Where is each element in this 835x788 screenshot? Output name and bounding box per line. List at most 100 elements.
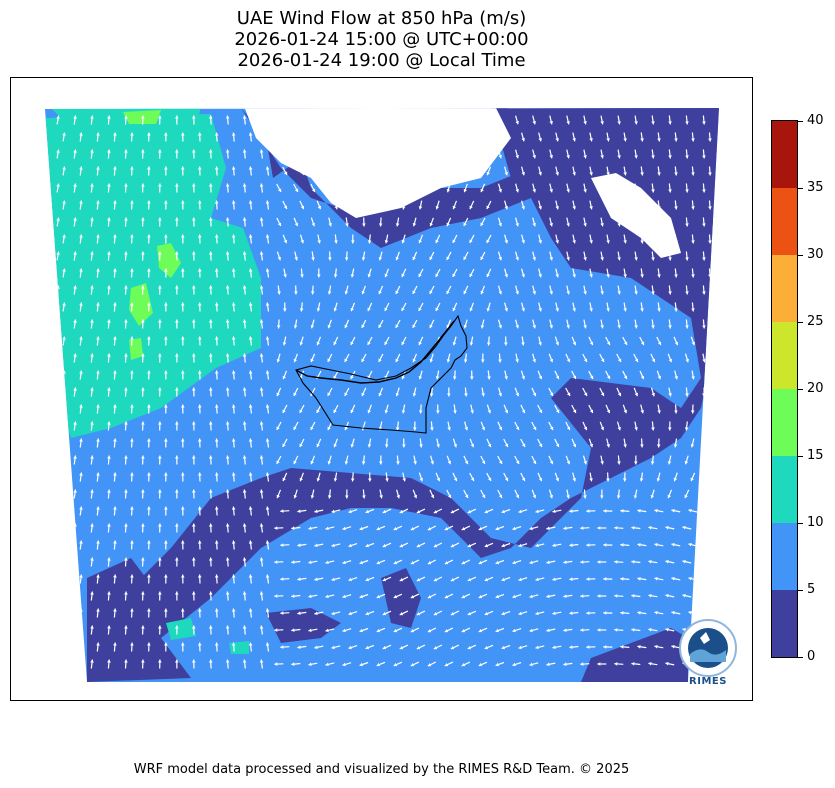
wind-arrow-head <box>297 577 301 581</box>
wind-arrow-head <box>682 559 686 564</box>
wind-arrow-head <box>164 608 168 612</box>
wind-arrow-head <box>124 591 128 595</box>
wind-arrow-head <box>419 138 423 142</box>
wind-arrow-head <box>158 183 162 187</box>
wind-arrow-head <box>501 577 505 582</box>
wind-arrow-head <box>529 628 533 633</box>
wind-arrow-head <box>158 353 162 357</box>
wind-arrow-head <box>555 443 560 447</box>
wind-arrow-head <box>294 120 299 125</box>
wind-arrow-shaft <box>705 611 715 615</box>
wind-arrow-head <box>673 477 678 482</box>
wind-arrow-head <box>325 662 329 667</box>
wind-arrow-head <box>90 149 94 153</box>
wind-arrow-head <box>141 455 145 459</box>
wind-arrow-head <box>96 540 100 544</box>
wind-arrow-head <box>385 172 389 176</box>
wind-arrow-head <box>141 285 145 289</box>
wind-arrow-head <box>350 307 354 312</box>
wind-arrow-head <box>158 455 162 459</box>
wind-arrow-head <box>685 257 689 261</box>
wind-arrow-head <box>342 594 346 599</box>
wind-arrow-head <box>410 527 415 531</box>
wind-arrow-head <box>515 291 519 295</box>
wind-arrow-head <box>225 455 230 459</box>
wind-arrow-head <box>402 478 406 482</box>
wind-arrow-head <box>555 138 559 142</box>
wind-arrow-head <box>107 387 111 391</box>
wind-arrow-head <box>197 438 202 442</box>
wind-arrow-head <box>691 206 695 210</box>
wind-arrow-head <box>231 642 236 646</box>
wind-arrow-head <box>300 274 304 278</box>
wind-arrow-head <box>481 494 486 498</box>
wind-arrow-head <box>648 525 652 530</box>
wind-arrow-head <box>640 240 644 244</box>
wind-arrow-head <box>651 257 655 261</box>
wind-arrow-head <box>379 495 383 499</box>
wind-arrow-head <box>685 223 689 227</box>
wind-arrow-head <box>447 393 451 397</box>
wind-arrow-head <box>231 336 236 340</box>
wind-arrow-head <box>521 409 526 414</box>
wind-arrow-head <box>412 324 416 328</box>
wind-arrow-head <box>416 544 421 548</box>
wind-arrow-head <box>317 240 321 244</box>
wind-arrow-head <box>515 223 519 227</box>
wind-arrow-head <box>447 494 452 498</box>
wind-arrow-head <box>623 172 627 176</box>
wind-arrow-head <box>56 251 60 255</box>
wind-arrow-head <box>79 268 83 272</box>
wind-arrow-head <box>316 341 320 346</box>
wind-arrow-head <box>175 217 179 221</box>
wind-arrow-head <box>265 370 270 374</box>
wind-arrow-head <box>498 222 502 227</box>
wind-arrow-head <box>469 239 473 243</box>
wind-arrow-head <box>259 353 264 357</box>
wind-arrow-head <box>498 392 502 397</box>
wind-arrow-head <box>555 240 559 244</box>
wind-arrow-head <box>282 443 286 447</box>
wind-arrow-head <box>62 506 66 510</box>
wind-arrow-shaft <box>56 557 60 567</box>
wind-arrow-head <box>478 594 483 599</box>
wind-arrow-head <box>480 222 484 226</box>
wind-arrow-head <box>175 387 179 391</box>
wind-arrow-head <box>396 494 400 499</box>
wind-arrow-head <box>344 257 349 261</box>
wind-arrow-head <box>242 489 247 493</box>
wind-arrow-shaft <box>709 370 711 380</box>
wind-arrow-head <box>348 543 352 548</box>
wind-arrow-head <box>300 137 305 141</box>
wind-arrow-head <box>248 404 253 408</box>
wind-arrow-head <box>191 523 196 527</box>
wind-arrow-head <box>248 438 253 442</box>
wind-arrow-head <box>446 324 450 329</box>
wind-arrow-head <box>361 290 365 295</box>
wind-arrow-head <box>469 342 474 346</box>
wind-arrow-head <box>563 594 567 598</box>
wind-arrow-head <box>600 155 604 159</box>
wind-arrow-head <box>56 455 60 459</box>
wind-arrow-head <box>402 444 406 448</box>
wind-arrow-head <box>333 409 337 413</box>
wind-arrow-head <box>521 274 525 278</box>
rimes-emblem <box>679 619 737 677</box>
wind-arrow-head <box>685 291 689 295</box>
wind-arrow-head <box>197 336 202 340</box>
wind-arrow-head <box>225 285 230 289</box>
wind-arrow-head <box>504 307 508 312</box>
fresh-wind-patch-1 <box>157 243 181 278</box>
calm-area-central <box>91 108 716 678</box>
wind-arrow-head <box>538 274 542 278</box>
wind-arrow-head <box>518 611 522 616</box>
wind-arrow-head <box>532 257 536 261</box>
wind-arrow-head <box>164 472 168 476</box>
wind-arrow-head <box>668 189 672 193</box>
wind-arrow-head <box>333 307 338 312</box>
wind-arrow-head <box>418 376 423 380</box>
wind-arrow-head <box>107 557 111 561</box>
wind-arrow-head <box>668 155 672 159</box>
fresh-wind-patch-3 <box>129 338 143 360</box>
wind-arrow-head <box>512 628 516 633</box>
